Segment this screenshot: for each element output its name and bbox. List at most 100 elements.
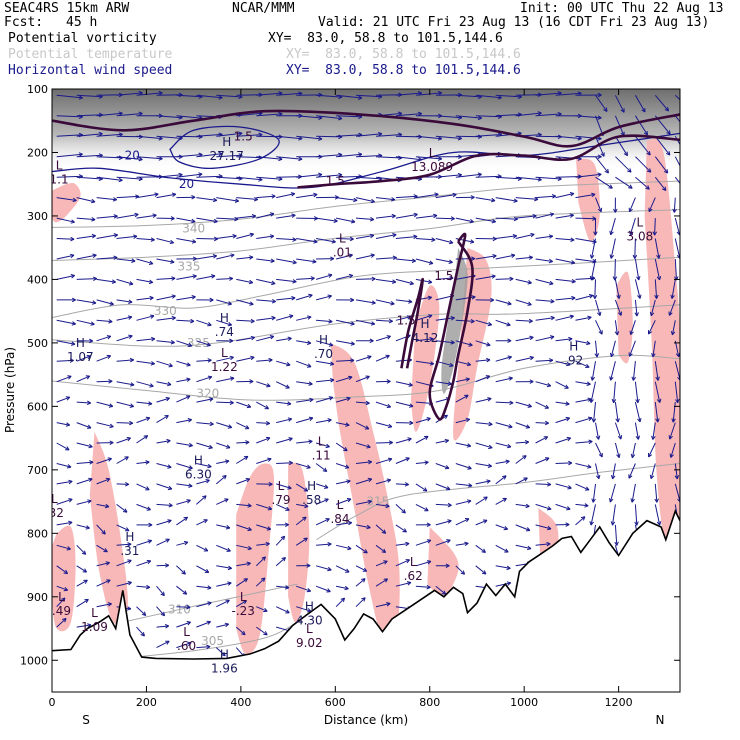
wind-vector-head xyxy=(502,475,507,480)
wind-vector-head xyxy=(65,422,71,427)
wind-vector xyxy=(435,258,453,263)
wind-vector-head xyxy=(666,130,671,135)
wind-vector xyxy=(136,156,163,160)
wind-vector xyxy=(535,422,549,424)
x-tick-label: 200 xyxy=(136,696,157,709)
wind-vector xyxy=(555,417,570,424)
wind-vector-head xyxy=(128,299,133,304)
x-tick-label: 1200 xyxy=(605,696,633,709)
wind-vector-head xyxy=(392,255,397,261)
wind-vector-head xyxy=(388,440,393,445)
wind-vector xyxy=(415,193,439,199)
extremum-value: -.23 xyxy=(232,604,255,618)
wind-vector xyxy=(256,235,274,239)
wind-vector xyxy=(156,258,175,263)
wind-vector xyxy=(56,254,75,260)
wind-vector xyxy=(335,397,351,403)
wind-vector xyxy=(495,356,512,362)
wind-vector-head xyxy=(190,318,195,324)
wind-vector-head xyxy=(447,519,452,524)
wind-vector xyxy=(614,402,619,423)
wind-vector xyxy=(316,360,334,365)
wind-vector xyxy=(315,295,332,301)
shaded-region xyxy=(288,462,310,623)
wind-vector xyxy=(236,441,250,444)
wind-vector-head xyxy=(450,340,455,345)
wind-vector xyxy=(76,461,94,464)
wind-vector xyxy=(276,315,294,321)
wind-vector-head xyxy=(338,115,343,121)
wind-vector xyxy=(216,460,230,464)
wind-vector xyxy=(216,278,233,280)
wind-vector-head xyxy=(385,503,390,509)
wind-vector-head xyxy=(486,479,491,484)
wind-vector-head xyxy=(70,219,75,224)
shaded-region xyxy=(236,463,275,655)
wind-vector-head xyxy=(269,212,275,217)
wind-vector-head xyxy=(597,172,602,177)
wind-vector xyxy=(654,238,660,259)
wind-vector xyxy=(575,441,593,444)
wind-vector-head xyxy=(146,559,152,565)
wind-vector-head xyxy=(525,503,530,509)
wind-vector-head xyxy=(260,577,266,582)
wind-vector xyxy=(316,543,332,546)
wind-vector xyxy=(575,258,597,263)
fcst-value: 45 h xyxy=(66,15,98,30)
wind-vector-head xyxy=(349,236,354,242)
wind-vector-head xyxy=(287,417,293,422)
wind-vector-head xyxy=(165,396,170,402)
wind-vector xyxy=(634,95,646,113)
wind-vector-head xyxy=(651,352,656,358)
wind-vector xyxy=(555,437,571,444)
wind-vector-head xyxy=(512,234,517,239)
wind-vector xyxy=(236,544,252,550)
wind-vector-head xyxy=(446,539,451,544)
wind-vector xyxy=(96,257,118,260)
wind-vector xyxy=(196,463,212,468)
wind-vector xyxy=(275,557,286,567)
shaded-region xyxy=(427,527,459,598)
wind-vector-head xyxy=(464,394,469,399)
wind-vector xyxy=(610,361,616,381)
wind-vector xyxy=(650,463,656,479)
wind-vector-head xyxy=(258,177,263,182)
wind-vector xyxy=(375,215,396,219)
wind-vector xyxy=(296,277,315,280)
wind-vector-head xyxy=(385,354,390,359)
wind-vector xyxy=(136,135,163,140)
extremum-value: 6.30 xyxy=(185,468,212,482)
wind-vector xyxy=(116,559,132,567)
wind-vector xyxy=(96,603,112,608)
extremum-value: 1.09 xyxy=(81,620,108,634)
wind-vector-head xyxy=(527,301,532,306)
wind-vector xyxy=(634,279,641,299)
wind-vector-head xyxy=(222,475,227,480)
wind-vector xyxy=(176,319,195,322)
wind-vector-head xyxy=(427,279,433,284)
wind-vector-head xyxy=(202,495,207,500)
wind-vector xyxy=(236,112,263,117)
wind-vector-head xyxy=(88,443,93,449)
wind-vector xyxy=(256,156,283,160)
wind-vector xyxy=(335,597,345,608)
wind-vector xyxy=(455,360,471,366)
wind-vector-head xyxy=(448,239,454,245)
wind-vector xyxy=(56,375,72,383)
wind-vector-head xyxy=(444,465,450,470)
wind-vector xyxy=(674,381,679,403)
wind-vector xyxy=(275,535,286,546)
wind-vector-head xyxy=(346,479,351,484)
wind-vector xyxy=(435,277,454,280)
wind-vector-head xyxy=(506,581,512,586)
shaded-region xyxy=(616,271,633,364)
wind-vector-head xyxy=(507,301,512,306)
wind-vector-head xyxy=(550,298,555,304)
wind-vector-head xyxy=(527,403,532,408)
wind-vector-head xyxy=(69,358,74,363)
wind-vector xyxy=(136,297,154,301)
wind-vector-head xyxy=(68,479,73,485)
wind-vector xyxy=(96,422,114,428)
wind-vector-head xyxy=(565,522,570,527)
wind-vector-head xyxy=(481,570,487,575)
